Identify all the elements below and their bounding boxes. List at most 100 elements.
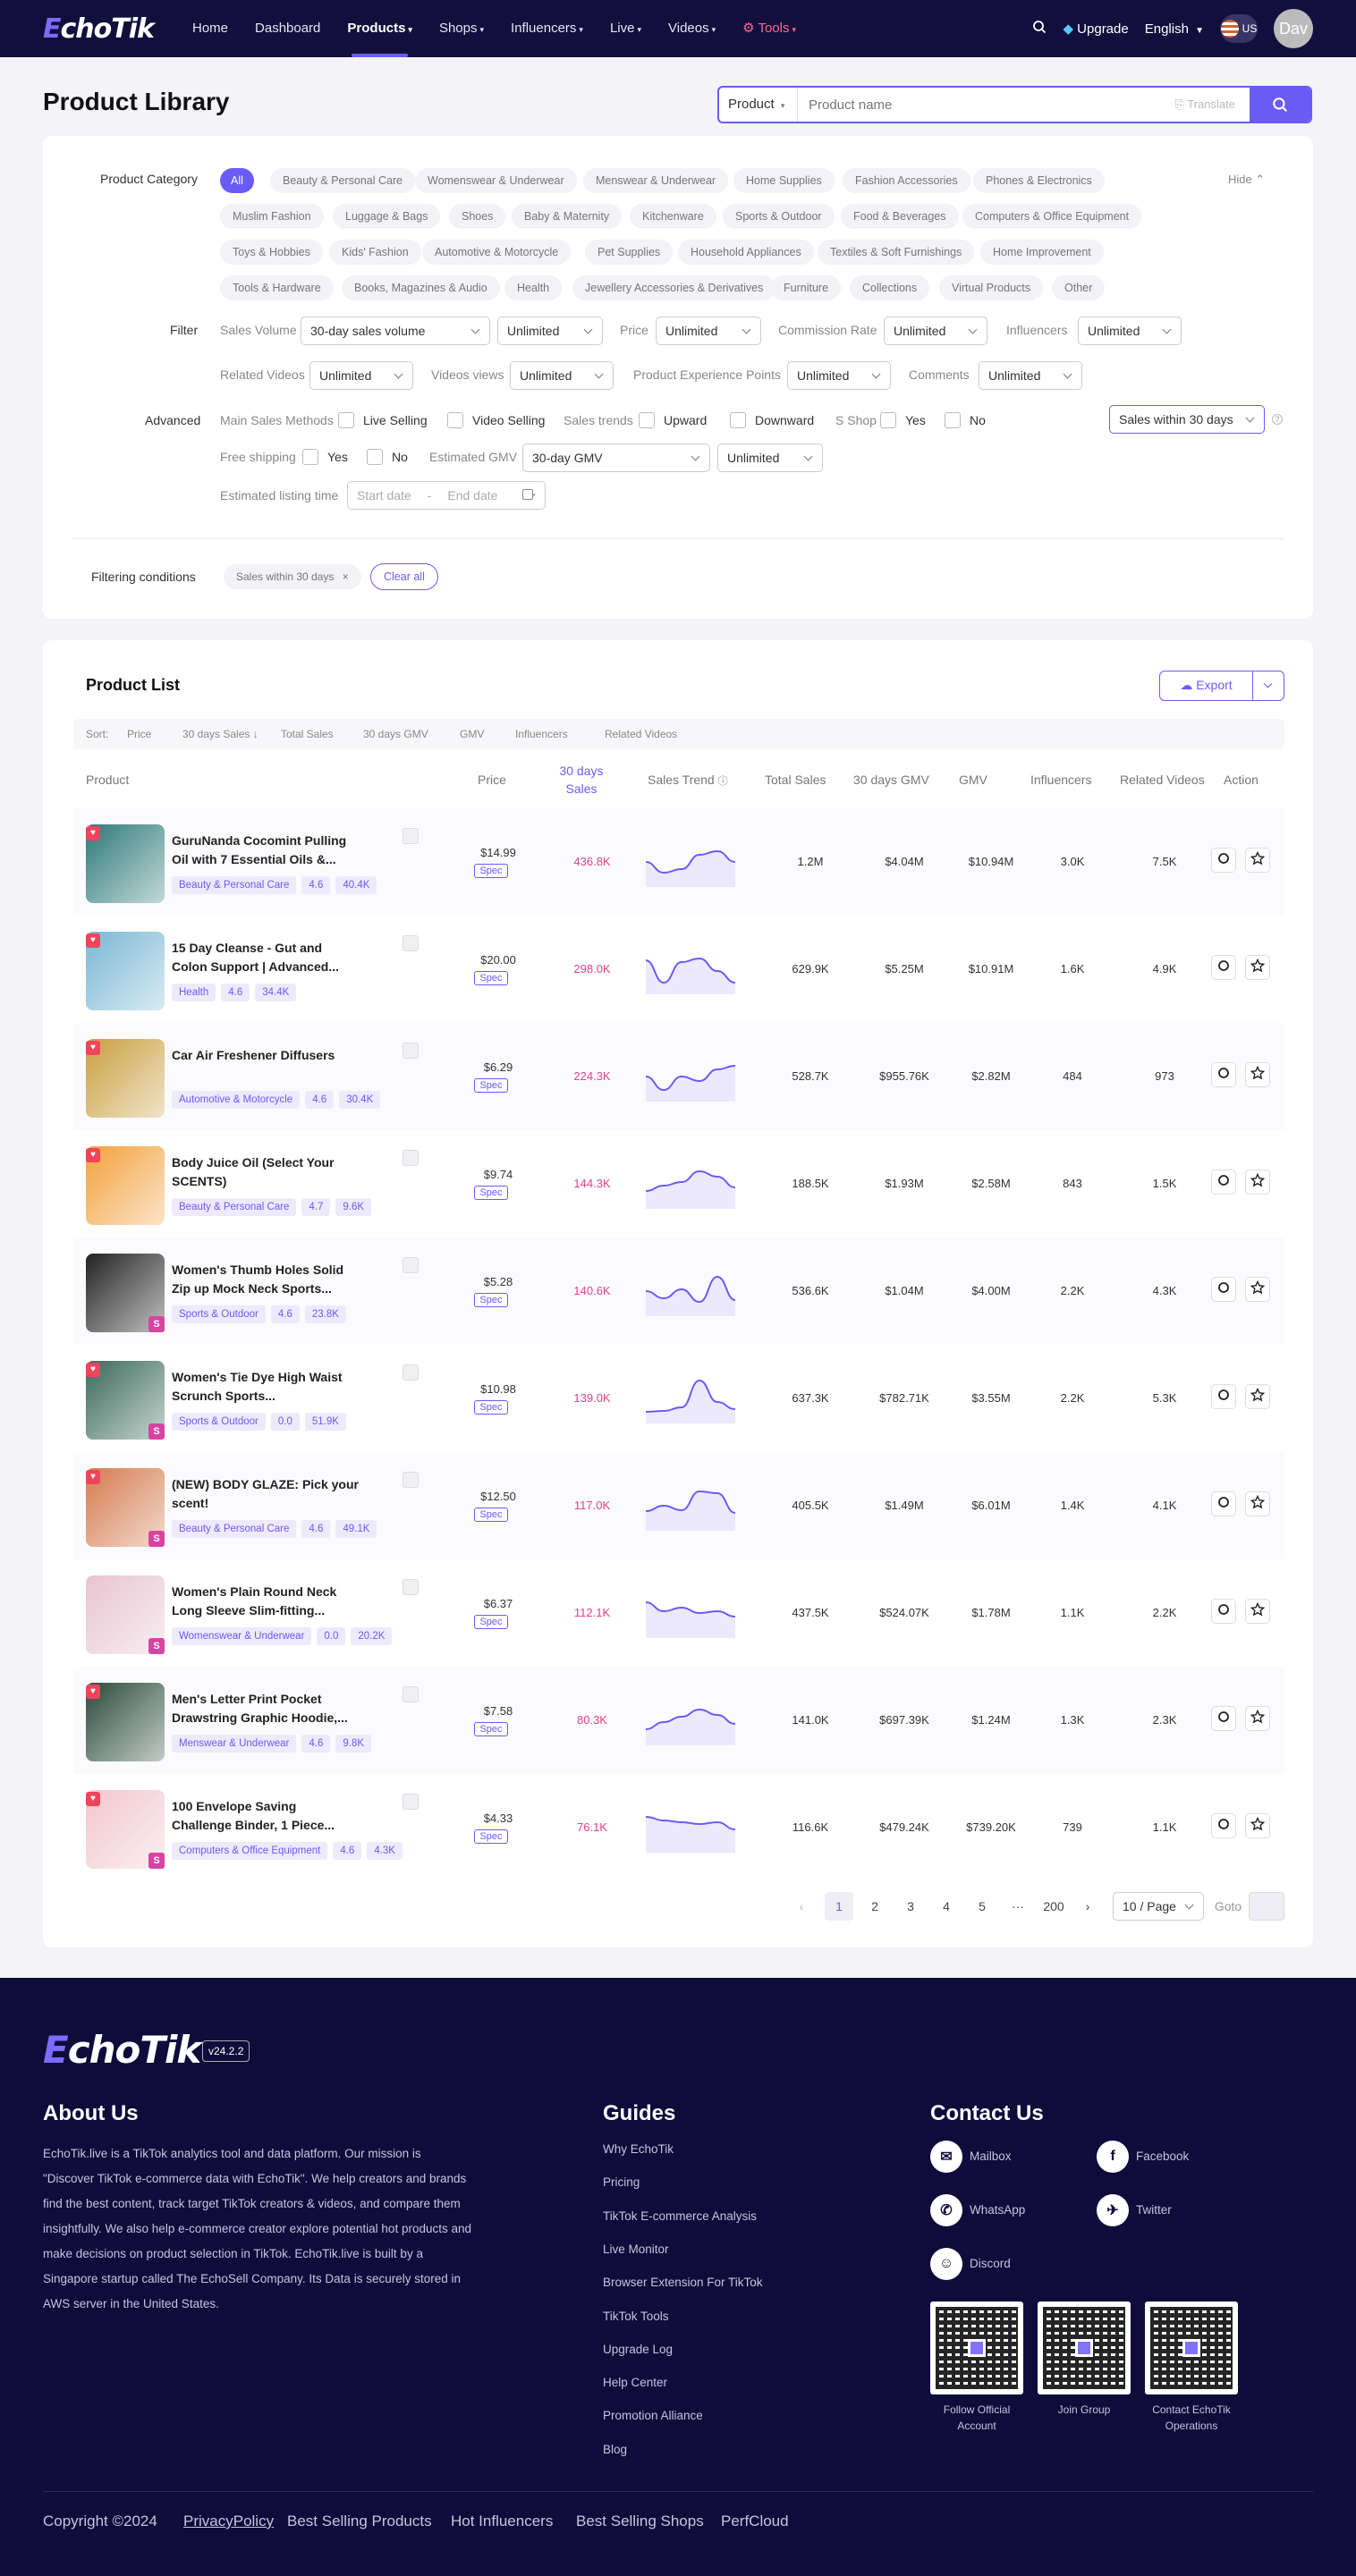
copy-icon[interactable] (403, 1043, 419, 1059)
table-row[interactable]: ♥ Men's Letter Print Pocket Drawstring Gr… (73, 1667, 1284, 1774)
hide-categories-button[interactable]: Hide ⌃ (1228, 173, 1266, 186)
help-icon[interactable]: ? (1272, 414, 1283, 425)
view-details-button[interactable] (1211, 1277, 1236, 1302)
video-views-select[interactable]: Unlimited (510, 361, 614, 390)
table-row[interactable]: ♥ S (NEW) BODY GLAZE: Pick your scent! Beau… (73, 1452, 1284, 1559)
copy-icon[interactable] (403, 828, 419, 844)
footer-logo[interactable]: EchoTik (43, 2028, 201, 2072)
upward-checkbox[interactable] (639, 412, 655, 428)
copy-icon[interactable] (403, 935, 419, 951)
guide-link[interactable]: Browser Extension For TikTok (603, 2276, 763, 2290)
country-select[interactable]: US (1220, 14, 1258, 43)
page-size-select[interactable]: 10 / Page (1113, 1892, 1204, 1921)
guide-link[interactable]: TikTok E-commerce Analysis (603, 2209, 758, 2223)
favorite-button[interactable] (1245, 1170, 1270, 1195)
footer-link[interactable]: PrivacyPolicy (183, 2513, 275, 2530)
copy-icon[interactable] (403, 1472, 419, 1488)
live-selling-checkbox[interactable] (338, 412, 354, 428)
view-details-button[interactable] (1211, 1062, 1236, 1087)
avatar[interactable]: Dav (1274, 9, 1313, 48)
view-details-button[interactable] (1211, 848, 1236, 873)
page-button[interactable]: 1 (825, 1892, 853, 1921)
video-selling-checkbox[interactable] (447, 412, 463, 428)
product-name[interactable]: Women's Tie Dye High Waist Scrunch Sport… (172, 1370, 343, 1403)
table-row[interactable]: S Women's Plain Round Neck Long Sleeve Sl… (73, 1559, 1284, 1667)
copy-icon[interactable] (403, 1364, 419, 1381)
product-name[interactable]: 100 Envelope Saving Challenge Binder, 1 … (172, 1799, 335, 1832)
category-chip[interactable]: Tools & Hardware (220, 275, 334, 300)
col-influencers[interactable]: Influencers (1030, 773, 1092, 787)
page-button[interactable]: ··· (1012, 1899, 1024, 1913)
favorite-button[interactable] (1245, 1599, 1270, 1624)
category-chip[interactable]: Health (504, 275, 563, 300)
col-total-sales[interactable]: Total Sales (765, 773, 826, 787)
table-row[interactable]: ♥ Car Air Freshener Diffusers Automotive &… (73, 1023, 1284, 1130)
free-shipping-no-checkbox[interactable] (367, 449, 383, 465)
nav-products[interactable]: Products ▾ (334, 0, 426, 57)
echotik-logo[interactable]: EchoTik (43, 13, 155, 45)
product-name[interactable]: (NEW) BODY GLAZE: Pick your scent! (172, 1477, 359, 1510)
guide-link[interactable]: Pricing (603, 2175, 640, 2190)
sort-option[interactable]: GMV (460, 728, 485, 740)
footer-link[interactable]: PerfCloud (721, 2513, 789, 2530)
spec-button[interactable]: Spec (474, 1400, 508, 1415)
prev-page-button[interactable]: ‹ (791, 1892, 812, 1921)
category-chip[interactable]: Virtual Products (939, 275, 1044, 300)
category-chip[interactable]: Collections (850, 275, 930, 300)
category-chip[interactable]: Kids' Fashion (329, 240, 421, 265)
category-chip[interactable]: Womenswear & Underwear (415, 168, 577, 193)
page-button[interactable]: 200 (1043, 1899, 1064, 1913)
nav-videos[interactable]: Videos ▾ (668, 21, 716, 36)
category-chip[interactable]: Other (1052, 275, 1106, 300)
view-details-button[interactable] (1211, 1491, 1236, 1516)
table-row[interactable]: ♥ Body Juice Oil (Select Your SCENTS) Beau… (73, 1130, 1284, 1237)
category-chip[interactable]: Furniture (771, 275, 842, 300)
price-select[interactable]: Unlimited (656, 317, 761, 345)
category-chip[interactable]: Beauty & Personal Care (270, 168, 416, 193)
nav-tools[interactable]: ⚙ Tools ▾ (742, 21, 797, 36)
spec-button[interactable]: Spec (474, 1078, 508, 1093)
search-icon[interactable] (1032, 20, 1047, 38)
spec-button[interactable]: Spec (474, 1722, 508, 1736)
spec-button[interactable]: Spec (474, 1186, 508, 1200)
category-chip[interactable]: Home Supplies (733, 168, 835, 193)
spec-button[interactable]: Spec (474, 1829, 508, 1844)
category-chip[interactable]: All (220, 168, 254, 193)
nav-influencers[interactable]: Influencers ▾ (511, 21, 583, 36)
favorite-button[interactable] (1245, 1491, 1270, 1516)
experience-points-select[interactable]: Unlimited (787, 361, 891, 390)
sales-volume-range-select[interactable]: Unlimited (497, 317, 603, 345)
favorite-button[interactable] (1245, 1384, 1270, 1409)
page-button[interactable]: 4 (943, 1899, 950, 1913)
export-button[interactable]: ☁ Export (1160, 671, 1253, 700)
language-select[interactable]: English ▼ (1144, 21, 1204, 37)
s-shop-yes-checkbox[interactable] (880, 412, 896, 428)
favorite-button[interactable] (1245, 1277, 1270, 1302)
guide-link[interactable]: Why EchoTik (603, 2142, 674, 2156)
category-chip[interactable]: Kitchenware (630, 204, 716, 229)
table-row[interactable]: ♥ S 100 Envelope Saving Challenge Binder, … (73, 1774, 1284, 1881)
gmv-period-select[interactable]: 30-day GMV (522, 443, 710, 472)
page-button[interactable]: 2 (871, 1899, 878, 1913)
product-name[interactable]: 15 Day Cleanse - Gut and Colon Support |… (172, 941, 339, 974)
sort-option[interactable]: Total Sales (281, 728, 334, 740)
guide-link[interactable]: Blog (603, 2442, 628, 2456)
favorite-button[interactable] (1245, 1706, 1270, 1731)
clear-all-button[interactable]: Clear all (370, 563, 438, 590)
guide-link[interactable]: Upgrade Log (603, 2342, 674, 2356)
category-chip[interactable]: Sports & Outdoor (723, 204, 835, 229)
category-chip[interactable]: Computers & Office Equipment (962, 204, 1142, 229)
sort-option[interactable]: 30 days GMV (363, 728, 428, 740)
category-chip[interactable]: Muslim Fashion (220, 204, 324, 229)
col-price[interactable]: Price (478, 773, 506, 787)
nav-home[interactable]: Home (192, 21, 229, 36)
spec-button[interactable]: Spec (474, 1615, 508, 1629)
search-input[interactable] (798, 88, 1175, 122)
guide-link[interactable]: Help Center (603, 2376, 668, 2390)
col-related-videos[interactable]: Related Videos (1120, 773, 1205, 787)
view-details-button[interactable] (1211, 1170, 1236, 1195)
copy-icon[interactable] (403, 1257, 419, 1273)
page-button[interactable]: 3 (907, 1899, 914, 1913)
col-30d-gmv[interactable]: 30 days GMV (853, 773, 929, 787)
sort-option[interactable]: Related Videos (605, 728, 678, 740)
